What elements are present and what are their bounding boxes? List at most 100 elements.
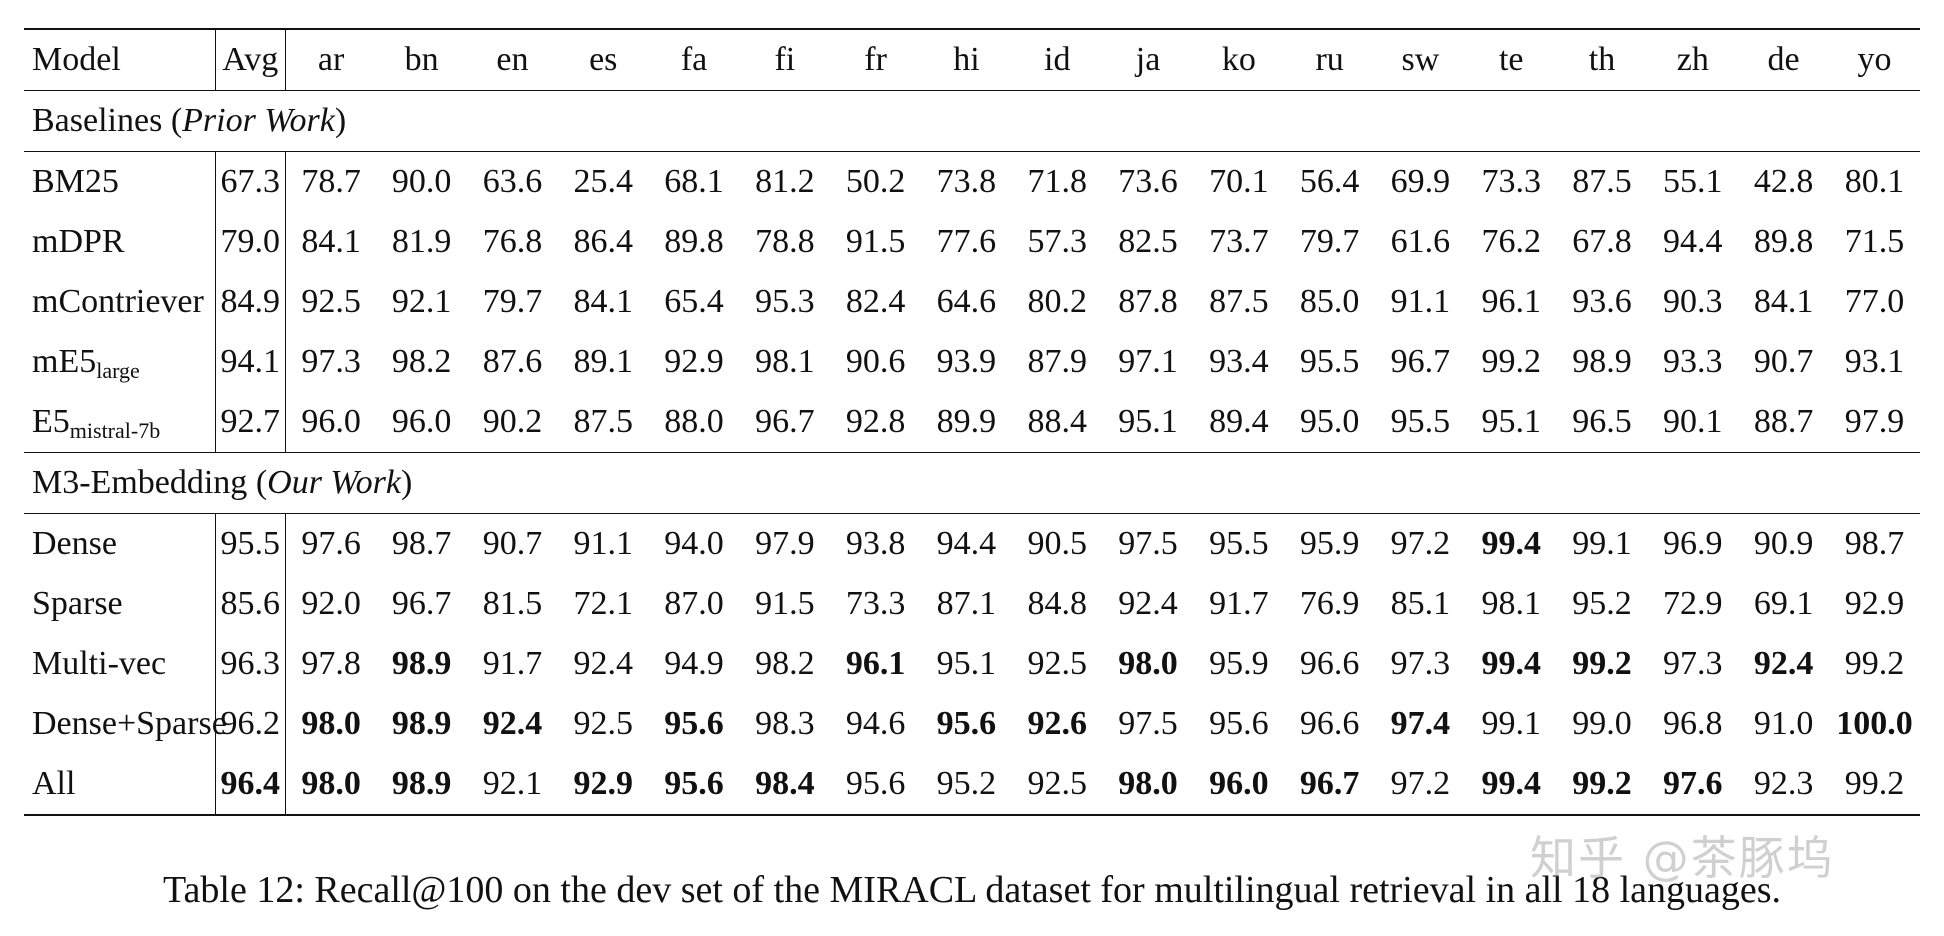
section-title-text: Baselines — [32, 102, 163, 139]
section-header-row: Baselines (Prior Work) — [24, 90, 1920, 152]
value-cell: 61.6 — [1390, 223, 1451, 260]
value-cell: 100.0 — [1829, 694, 1920, 754]
table-row: Dense+Sparse 96.2 98.0 98.9 92.4 92.5 95.6 98.3… — [24, 694, 1920, 754]
value-cell: 97.9 — [1844, 403, 1905, 440]
best-value: 98.9 — [391, 705, 452, 742]
value-cell: 91.5 — [755, 585, 815, 622]
value-cell: 90.0 — [391, 163, 452, 200]
best-value: 98.0 — [301, 765, 361, 802]
value-cell: 98.3 — [755, 705, 815, 742]
value-cell: 89.8 — [1753, 223, 1814, 260]
section-title: Baselines (Prior Work) — [24, 90, 1920, 152]
value-cell: 72.9 — [1663, 585, 1723, 622]
best-value: 92.6 — [1027, 705, 1087, 742]
value-cell: 92.4 — [1118, 585, 1178, 622]
section-header-row: M3-Embedding (Our Work) — [24, 452, 1920, 514]
value-cell: 97.2 — [1390, 525, 1451, 562]
value-cell: 91.7 — [1209, 585, 1269, 622]
column-header: fr — [830, 28, 922, 91]
best-value: 95.6 — [664, 705, 724, 742]
column-header: zh — [1647, 28, 1739, 91]
value-cell: 98.9 — [376, 754, 468, 816]
value-cell: 95.5 — [1299, 343, 1360, 380]
value-cell: 95.3 — [755, 283, 815, 320]
value-cell: 97.4 — [1375, 694, 1466, 754]
value-cell: 87.0 — [664, 585, 724, 622]
value-cell: 94.4 — [936, 525, 997, 562]
best-value: 99.4 — [1481, 645, 1541, 682]
model-name-cell: Dense — [24, 514, 215, 575]
value-cell: 94.4 — [1663, 223, 1723, 260]
value-cell: 84.1 — [1753, 283, 1814, 320]
value-cell: 72.1 — [573, 585, 633, 622]
model-name: Dense+Sparse — [32, 705, 227, 742]
value-cell: 89.8 — [664, 223, 724, 260]
value-cell: 93.8 — [845, 525, 906, 562]
value-cell: 92.8 — [845, 403, 906, 440]
value-cell: 69.9 — [1390, 163, 1451, 200]
column-header: en — [467, 28, 558, 91]
value-cell: 87.6 — [482, 343, 543, 380]
value-cell: 93.6 — [1572, 283, 1632, 320]
best-value: 98.0 — [1118, 645, 1178, 682]
table-row: Multi-vec 96.3 97.8 98.9 91.7 92.4 94.9 98.2 96.… — [24, 634, 1920, 694]
value-cell: 90.7 — [1753, 343, 1814, 380]
section-title-italic: Our Work — [267, 464, 401, 501]
model-name-cell: Dense+Sparse — [24, 694, 227, 754]
value-cell: 50.2 — [845, 163, 906, 200]
value-cell: 69.1 — [1753, 585, 1814, 622]
value-cell: 97.6 — [1647, 754, 1739, 816]
table-row: Sparse 85.6 92.0 96.7 81.5 72.1 87.0 91.5 73.3 87… — [24, 574, 1920, 634]
value-cell: 97.5 — [1118, 705, 1178, 742]
value-cell: 99.2 — [1481, 343, 1541, 380]
value-cell: 57.3 — [1027, 223, 1087, 260]
value-cell: 84.1 — [301, 223, 361, 260]
value-cell: 95.9 — [1209, 645, 1269, 682]
value-cell: 95.6 — [648, 754, 740, 816]
value-cell: 89.9 — [936, 403, 997, 440]
value-cell: 99.0 — [1572, 705, 1632, 742]
value-cell: 95.5 — [1390, 403, 1451, 440]
avg-cell: 84.9 — [214, 272, 286, 332]
value-cell: 98.7 — [391, 525, 452, 562]
value-cell: 81.5 — [482, 585, 543, 622]
value-cell: 88.4 — [1027, 403, 1087, 440]
value-cell: 63.6 — [482, 163, 543, 200]
best-value: 95.6 — [936, 705, 997, 742]
table-row: mDPR 79.0 84.1 81.9 76.8 86.4 89.8 78.8 91.5 77.6… — [24, 212, 1920, 272]
value-cell: 81.9 — [391, 223, 452, 260]
value-cell: 88.0 — [664, 403, 724, 440]
value-cell: 96.8 — [1663, 705, 1723, 742]
value-cell: 86.4 — [573, 223, 633, 260]
value-cell: 91.1 — [1390, 283, 1451, 320]
value-cell: 99.4 — [1465, 754, 1557, 816]
model-name: BM25 — [32, 163, 119, 200]
value-cell: 76.8 — [482, 223, 543, 260]
column-header: hi — [921, 28, 1012, 91]
value-cell: 88.7 — [1753, 403, 1814, 440]
value-cell: 73.6 — [1118, 163, 1178, 200]
value-cell: 92.1 — [467, 754, 558, 816]
value-cell: 99.2 — [1557, 634, 1648, 694]
value-cell: 79.7 — [482, 283, 543, 320]
value-cell: 94.0 — [664, 525, 724, 562]
value-cell: 92.0 — [301, 585, 361, 622]
avg-cell: 96.2 — [214, 694, 286, 754]
value-cell: 92.1 — [391, 283, 452, 320]
value-cell: 95.5 — [1209, 525, 1269, 562]
model-name: mContriever — [32, 283, 204, 320]
best-value: 92.9 — [573, 765, 633, 802]
column-header: ko — [1193, 28, 1285, 91]
model-name: All — [32, 765, 76, 802]
value-cell: 73.3 — [1481, 163, 1541, 200]
value-cell: 96.1 — [1481, 283, 1541, 320]
value-cell: 91.0 — [1753, 705, 1814, 742]
model-name-subscript: large — [96, 358, 140, 383]
value-cell: 95.2 — [921, 754, 1012, 816]
avg-cell: 85.6 — [214, 574, 286, 634]
avg-cell: 92.7 — [214, 392, 286, 453]
avg-cell: 79.0 — [214, 212, 286, 272]
value-cell: 80.1 — [1844, 163, 1905, 200]
value-cell: 99.1 — [1572, 525, 1632, 562]
value-cell: 96.7 — [391, 585, 452, 622]
